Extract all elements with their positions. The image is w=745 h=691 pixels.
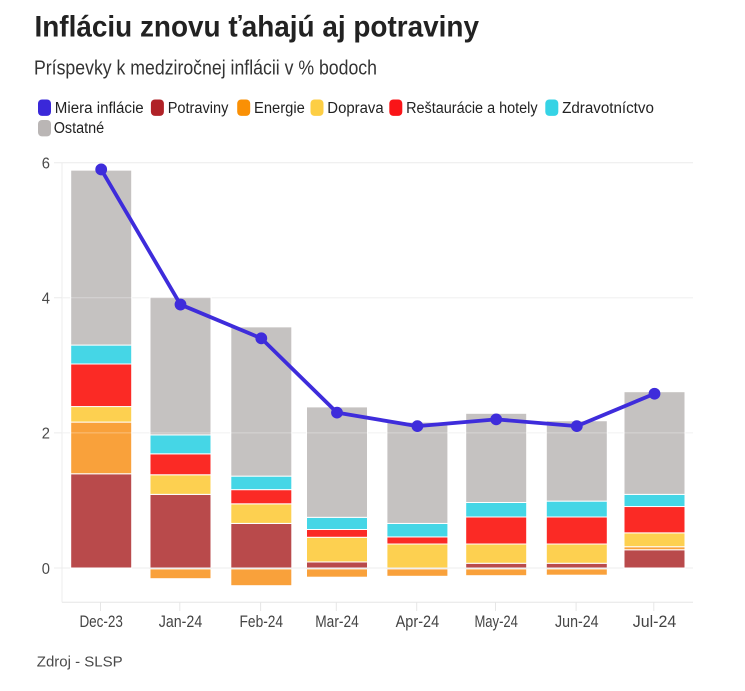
- svg-text:Mar-24: Mar-24: [315, 612, 359, 631]
- svg-text:Príspevky k medziročnej inflác: Príspevky k medziročnej inflácii v % bod…: [34, 58, 377, 80]
- svg-text:0: 0: [42, 561, 50, 578]
- svg-text:Ostatné: Ostatné: [54, 120, 104, 137]
- svg-text:Reštaurácie a hotely: Reštaurácie a hotely: [406, 100, 538, 117]
- svg-text:4: 4: [42, 291, 50, 308]
- svg-text:Apr-24: Apr-24: [396, 612, 440, 631]
- svg-text:Zdroj - SLSP: Zdroj - SLSP: [37, 654, 123, 671]
- svg-text:Jan-24: Jan-24: [159, 612, 203, 631]
- svg-text:Zdravotníctvo: Zdravotníctvo: [562, 100, 654, 117]
- svg-text:Jul-24: Jul-24: [633, 612, 677, 631]
- svg-text:Potraviny: Potraviny: [168, 100, 229, 117]
- svg-text:Dec-23: Dec-23: [79, 612, 123, 631]
- svg-text:2: 2: [42, 426, 50, 443]
- svg-text:Infláciu znovu ťahajú aj potra: Infláciu znovu ťahajú aj potraviny: [35, 10, 480, 43]
- svg-text:Miera inflácie: Miera inflácie: [55, 100, 144, 117]
- svg-text:Doprava: Doprava: [327, 100, 384, 117]
- svg-text:May-24: May-24: [474, 612, 518, 631]
- svg-text:Feb-24: Feb-24: [240, 612, 284, 631]
- svg-text:Jun-24: Jun-24: [555, 612, 599, 631]
- svg-text:Energie: Energie: [254, 100, 305, 117]
- svg-text:6: 6: [42, 156, 50, 173]
